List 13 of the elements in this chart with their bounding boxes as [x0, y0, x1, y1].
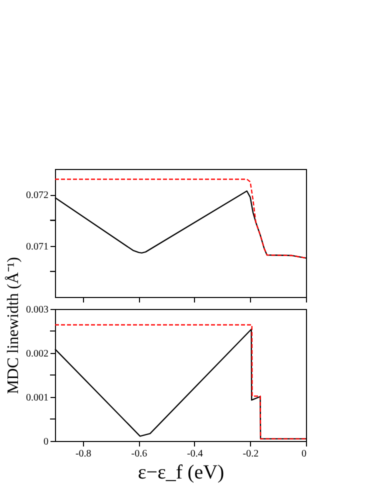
- y-axis-title: MDC linewidth (Å⁻¹): [4, 257, 22, 394]
- y-tick-label: 0.071: [26, 241, 48, 252]
- x-tick-label: -0.6: [131, 448, 148, 460]
- x-tick-label: 0: [302, 448, 306, 460]
- y-tick-label: 0.001: [26, 392, 48, 404]
- y-tick-label: 0.002: [26, 348, 48, 360]
- y-tick-label: 0.072: [26, 190, 48, 202]
- x-tick-label: -0.8: [75, 448, 92, 460]
- x-axis-title: ε−ε_f (eV): [138, 462, 224, 484]
- y-tick-label: 0: [44, 436, 48, 448]
- y-tick-label: 0.003: [26, 304, 48, 316]
- x-tick-label: -0.4: [187, 448, 203, 460]
- x-tick-label: -0.2: [242, 448, 259, 460]
